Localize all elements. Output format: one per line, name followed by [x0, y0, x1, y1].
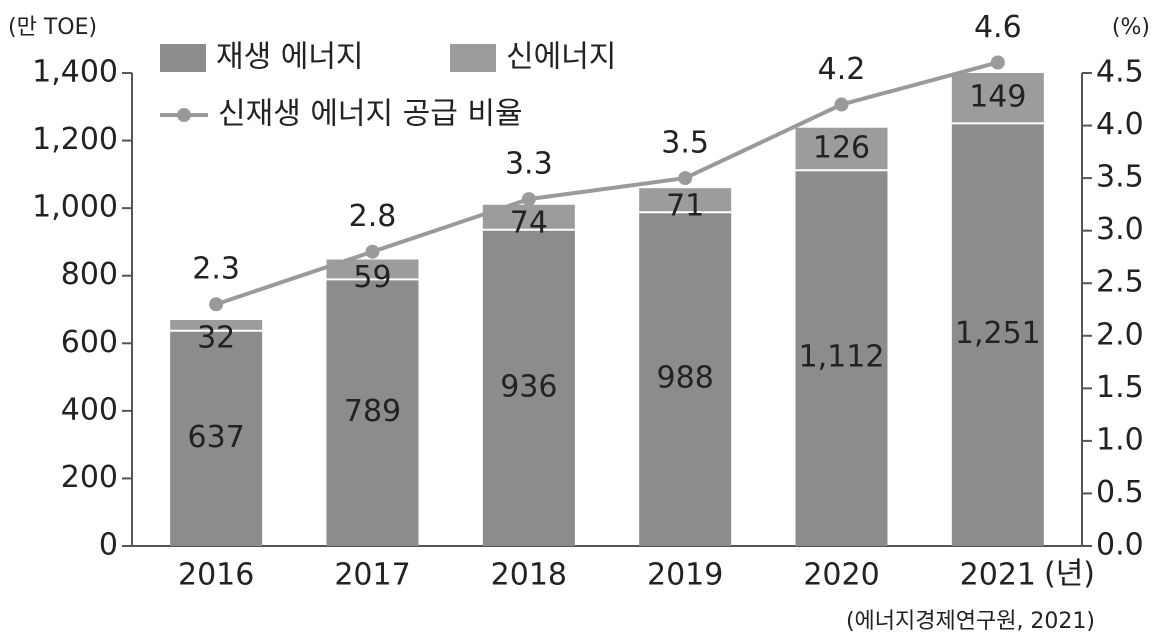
- x-tick-label: 2021: [960, 558, 1036, 593]
- value-label: 936: [500, 369, 557, 404]
- value-label: 149: [969, 80, 1026, 115]
- value-label: 637: [188, 420, 245, 455]
- bar-segment: [326, 279, 419, 546]
- x-tick-label: 2018: [491, 558, 567, 593]
- y2-tick-label: 0.5: [1096, 475, 1144, 510]
- x-tick-label: 2019: [647, 558, 723, 593]
- ratio-point: [990, 55, 1005, 70]
- ratio-label: 2.8: [349, 199, 397, 234]
- bar-segment: [951, 123, 1044, 547]
- y-tick-label: 800: [61, 257, 118, 292]
- value-label: 1,112: [799, 340, 885, 375]
- y-tick-label: 0: [99, 528, 118, 563]
- y-tick-label: 600: [61, 325, 118, 360]
- ratio-label: 2.3: [192, 252, 240, 287]
- x-unit: (년): [1044, 557, 1095, 592]
- y2-axis-label: (%): [1112, 15, 1150, 40]
- bar-segment: [795, 170, 888, 546]
- ratio-point: [521, 192, 536, 207]
- value-label: 126: [813, 131, 870, 166]
- x-tick-label: 2016: [178, 558, 254, 593]
- ratio-label: 4.2: [818, 52, 866, 87]
- x-tick-label: 2020: [803, 558, 879, 593]
- y-tick-label: 1,200: [32, 122, 118, 157]
- y-tick-label: 200: [61, 460, 118, 495]
- source: (에너지경제연구원, 2021): [846, 609, 1095, 634]
- legend-label: 신에너지: [506, 40, 616, 75]
- y2-tick-label: 2.5: [1096, 265, 1144, 300]
- legend-swatch: [160, 44, 206, 72]
- bar-segment: [795, 127, 888, 171]
- y2-tick-label: 3.5: [1096, 160, 1144, 195]
- y2-tick-label: 1.0: [1096, 422, 1144, 457]
- bar-segment: [639, 212, 732, 546]
- legend-marker: [177, 108, 191, 122]
- y2-tick-label: 3.0: [1096, 212, 1144, 247]
- bar-segment: [170, 330, 263, 546]
- ratio-label: 4.6: [974, 10, 1022, 45]
- value-label: 32: [197, 320, 235, 355]
- y-tick-label: 1,400: [32, 55, 118, 90]
- ratio-line: [215, 60, 999, 307]
- legend-label: 재생 에너지: [216, 40, 364, 75]
- bar-segment: [326, 259, 419, 280]
- bar-segment: [170, 319, 263, 331]
- ratio-point: [209, 297, 224, 312]
- ratio-point: [678, 171, 693, 186]
- value-label: 988: [657, 361, 714, 396]
- legend-label: 신재생 에너지 공급 비율: [218, 97, 523, 132]
- ratio-point: [365, 244, 380, 259]
- y-tick-label: 1,000: [32, 190, 118, 225]
- value-label: 59: [353, 260, 391, 295]
- bar-segment: [482, 229, 575, 546]
- value-label: 71: [666, 189, 704, 224]
- y-axis-label: (만 TOE): [8, 15, 97, 40]
- ratio-label: 3.3: [505, 147, 553, 182]
- value-label: 789: [344, 394, 401, 429]
- y2-tick-label: 2.0: [1096, 317, 1144, 352]
- y2-tick-label: 0.0: [1096, 528, 1144, 563]
- value-label: 74: [510, 205, 548, 240]
- legend-swatch: [450, 44, 496, 72]
- x-tick-label: 2017: [334, 558, 410, 593]
- ratio-point: [834, 97, 849, 112]
- bar-segment: [951, 73, 1044, 124]
- value-label: 1,251: [955, 316, 1041, 351]
- y2-tick-label: 1.5: [1096, 370, 1144, 405]
- y2-tick-label: 4.0: [1096, 107, 1144, 142]
- y-tick-label: 400: [61, 392, 118, 427]
- ratio-label: 3.5: [661, 126, 709, 161]
- y2-tick-label: 4.5: [1096, 55, 1144, 90]
- bar-segment: [639, 188, 732, 213]
